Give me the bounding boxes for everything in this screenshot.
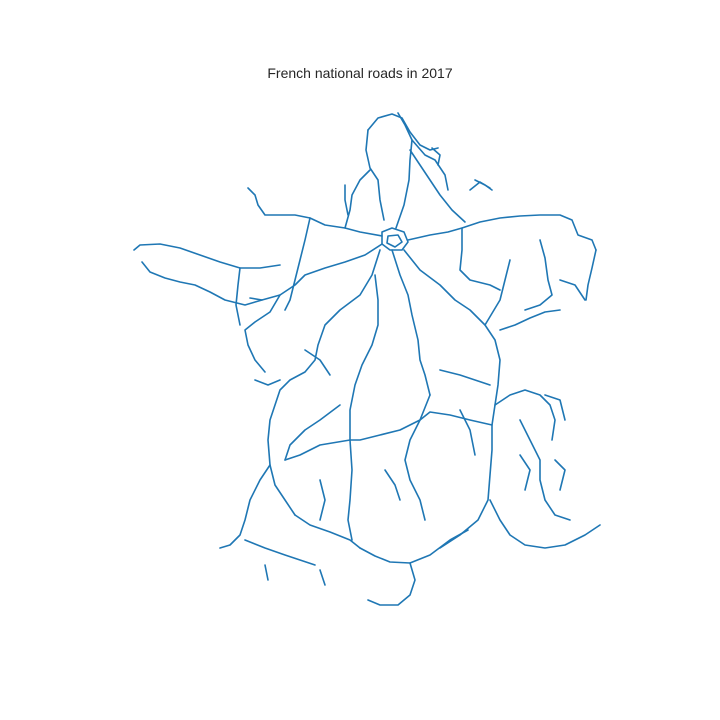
road-lille-area — [367, 113, 439, 151]
road-a6 — [403, 249, 501, 549]
road-fragment-4 — [459, 409, 476, 456]
road-limoges — [284, 404, 341, 461]
road-fragment-6 — [319, 479, 326, 521]
road-alsace — [585, 249, 597, 301]
road-a10 — [267, 249, 381, 516]
road-auvergne — [349, 419, 421, 441]
road-fragment-11 — [474, 179, 493, 191]
road-fragment-5 — [384, 469, 401, 501]
road-jura — [499, 309, 561, 331]
road-fragment-3 — [439, 369, 491, 386]
road-a11-west — [249, 243, 383, 301]
road-a13-west — [247, 187, 383, 237]
road-massif — [404, 394, 431, 521]
road-fragment-8 — [554, 459, 566, 491]
road-fragment-10 — [319, 569, 326, 586]
road-pyrenees — [244, 539, 316, 566]
road-alps — [519, 419, 571, 521]
road-landes — [219, 464, 271, 549]
road-a9 — [359, 529, 469, 564]
road-fragment-14 — [544, 394, 566, 421]
road-fragment-7 — [519, 454, 531, 491]
road-fragment-9 — [264, 564, 269, 581]
road-normandy — [284, 217, 311, 311]
road-a75 — [347, 439, 353, 541]
road-a4-east — [407, 214, 597, 251]
road-fragment-1 — [254, 379, 281, 386]
road-a1-north — [395, 112, 413, 229]
road-dijon-east — [484, 259, 511, 326]
road-paris-inner — [386, 234, 403, 248]
road-lorraine — [524, 239, 553, 311]
road-bordeaux-toulouse — [294, 514, 361, 549]
road-a71 — [391, 249, 431, 396]
road-fragment-15 — [344, 184, 349, 216]
road-rhone-east — [494, 389, 556, 441]
road-languedoc — [367, 562, 416, 606]
road-west-center — [284, 439, 351, 461]
road-fragment-12 — [431, 147, 441, 166]
road-nantes — [244, 294, 281, 373]
road-network — [133, 112, 601, 606]
road-center-west — [349, 274, 379, 441]
road-brittany-south — [141, 261, 263, 306]
road-brittany-center — [235, 267, 241, 326]
road-rouen-north — [344, 169, 371, 229]
road-brittany-north — [133, 243, 281, 269]
road-calais-branch — [409, 149, 466, 223]
road-provence — [489, 499, 601, 549]
road-fragment-2 — [304, 349, 331, 376]
road-paris-ring — [381, 227, 409, 251]
road-fragment-13 — [559, 279, 586, 301]
map-title: French national roads in 2017 — [267, 65, 453, 81]
road-north-east — [411, 139, 449, 191]
road-north-coast — [365, 129, 385, 221]
road-reims-south — [459, 227, 501, 291]
road-lyon-west — [419, 411, 493, 426]
